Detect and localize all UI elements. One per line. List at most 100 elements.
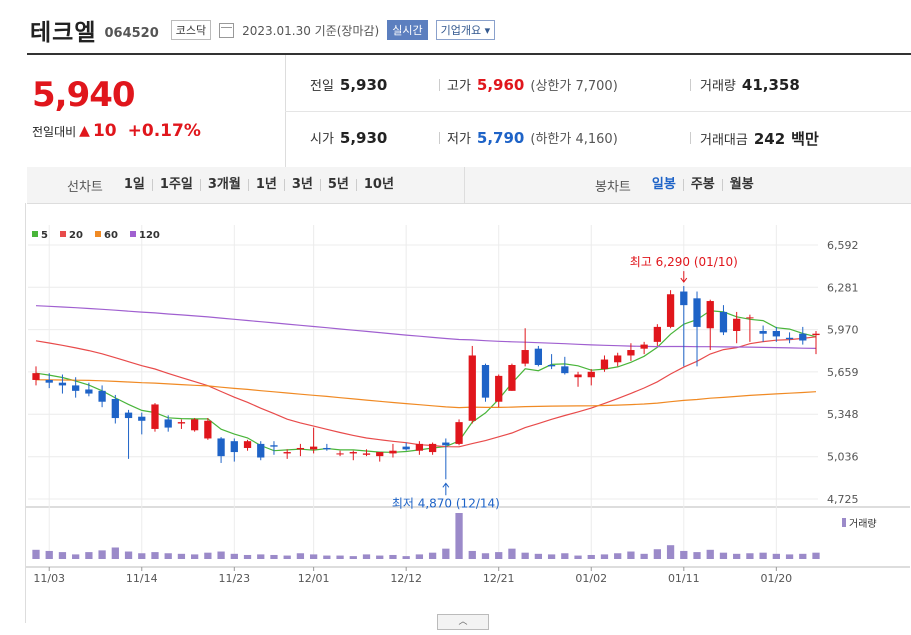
- chart-area: 6,592 6,281 5,970 5,659 5,348 5,036 4,725 11/03…: [25, 203, 911, 623]
- candle-body: [587, 371, 595, 378]
- candle-body: [191, 419, 199, 431]
- divider: [439, 132, 440, 144]
- range-10y[interactable]: 10년: [355, 178, 401, 191]
- range-1d[interactable]: 1일: [123, 177, 145, 192]
- stock-header: 테크엘 064520 코스닥 2023.01.30 기준(장마감) 실시간 기업…: [30, 14, 496, 46]
- candle-body: [627, 350, 635, 356]
- candle-monthly[interactable]: 월봉: [721, 178, 761, 191]
- volume-bar: [138, 553, 146, 559]
- volume-bar: [283, 555, 291, 559]
- candle-weekly[interactable]: 주봉: [682, 178, 722, 191]
- open: 시가 5,930: [310, 128, 387, 148]
- high-label: 고가: [447, 79, 471, 94]
- x-tick-label: 11/23: [218, 572, 250, 585]
- volume-bar: [481, 553, 490, 559]
- company-overview-dropdown[interactable]: 기업개요 ▾: [435, 20, 496, 40]
- volume-bar: [614, 553, 622, 559]
- candle-body: [653, 326, 661, 342]
- range-1w[interactable]: 1주일: [151, 178, 200, 191]
- volume-bar: [653, 549, 661, 559]
- volume-bar: [799, 553, 807, 559]
- volume-bar: [587, 554, 595, 559]
- day-high: 고가 5,960 (상한가 7,700): [447, 75, 618, 95]
- volume-bar: [468, 550, 476, 559]
- candle-body: [257, 443, 265, 458]
- range-3y[interactable]: 3년: [283, 178, 320, 191]
- x-tick-label: 01/11: [668, 572, 700, 585]
- x-tick-label: 12/01: [298, 572, 330, 585]
- candle-daily[interactable]: 일봉: [651, 177, 676, 192]
- candle-body: [455, 422, 463, 444]
- change-label: 전일대비: [32, 124, 77, 139]
- day-low: 저가 5,790 (하한가 4,160): [447, 128, 618, 148]
- candle-body: [402, 446, 410, 450]
- legend-swatch: [60, 231, 66, 237]
- volume-bar: [521, 552, 529, 559]
- candle-body: [138, 416, 146, 421]
- volume-bar: [785, 554, 794, 559]
- candle-body: [799, 333, 807, 341]
- stock-code: 064520: [104, 25, 159, 41]
- candle-body: [389, 450, 397, 454]
- candle-body: [785, 337, 794, 340]
- y-tick-label: 5,348: [827, 408, 859, 421]
- candle-body: [376, 452, 384, 457]
- candle-body: [124, 412, 133, 419]
- low-label: 저가: [447, 132, 471, 147]
- candle-body: [283, 452, 291, 454]
- volume-bar: [349, 556, 357, 559]
- candle-body: [547, 364, 556, 367]
- collapse-chart-toggle[interactable]: ︿: [437, 614, 489, 630]
- change-value: 10: [92, 121, 117, 141]
- candle-body: [323, 447, 331, 450]
- candle-body: [468, 355, 476, 421]
- price-summary: 5,940 전일대비 ▲ 10 +0.17% 전일 5,930 고가 5,960…: [27, 53, 911, 169]
- range-1y[interactable]: 1년: [247, 178, 284, 191]
- volume-bar: [191, 554, 199, 559]
- volume-bar: [759, 552, 767, 559]
- realtime-button[interactable]: 실시간: [387, 20, 428, 40]
- candle-body: [164, 419, 172, 428]
- change-percent: +0.17%: [127, 121, 201, 141]
- calendar-icon: [219, 22, 235, 38]
- volume-bar: [85, 552, 93, 559]
- min-price-annotation: 최저 4,870 (12/14): [392, 496, 500, 510]
- x-tick-label: 01/20: [760, 572, 792, 585]
- volume-bar: [204, 552, 212, 559]
- chart-toolbar: 선차트 1일 1주일 3개월 1년 3년 5년 10년 봉차트 일봉 주봉 월봉: [27, 167, 911, 204]
- volume-bar: [428, 552, 437, 559]
- price-change: 전일대비 ▲ 10 +0.17%: [32, 121, 201, 141]
- trade-value: 거래대금 242 백만: [700, 128, 819, 149]
- volume-label: 거래량: [700, 79, 736, 94]
- volume-bar: [270, 554, 278, 559]
- range-5y[interactable]: 5년: [319, 178, 356, 191]
- volume-bar: [72, 554, 80, 559]
- candle-body: [733, 318, 741, 331]
- legend-label: 5: [41, 230, 48, 241]
- range-3m[interactable]: 3개월: [199, 178, 248, 191]
- legend-label: 20: [69, 230, 83, 241]
- y-tick-label: 6,592: [827, 239, 859, 252]
- chevron-up-icon: ︿: [458, 617, 468, 627]
- volume-bar: [415, 554, 424, 559]
- candle-body: [98, 390, 106, 402]
- trade-value-amount: 242: [753, 129, 786, 148]
- volume-bar: [495, 552, 503, 559]
- low-value: 5,790: [476, 128, 525, 147]
- volume-bar: [98, 550, 106, 559]
- x-tick-label: 01/02: [575, 572, 607, 585]
- current-price-box: 5,940 전일대비 ▲ 10 +0.17%: [27, 55, 286, 168]
- volume-bar: [574, 555, 582, 559]
- volume-bar: [561, 553, 569, 559]
- y-tick-label: 5,659: [827, 366, 859, 379]
- candle-body: [230, 441, 238, 453]
- x-tick-label: 12/21: [483, 572, 515, 585]
- volume-bar: [243, 554, 252, 559]
- volume-bar: [217, 551, 225, 559]
- volume-bar: [124, 551, 133, 559]
- volume-bar: [706, 549, 714, 559]
- candle-body: [706, 301, 714, 329]
- line-chart-title: 선차트: [67, 179, 103, 195]
- volume-bar: [442, 548, 450, 559]
- volume-bar: [45, 550, 53, 559]
